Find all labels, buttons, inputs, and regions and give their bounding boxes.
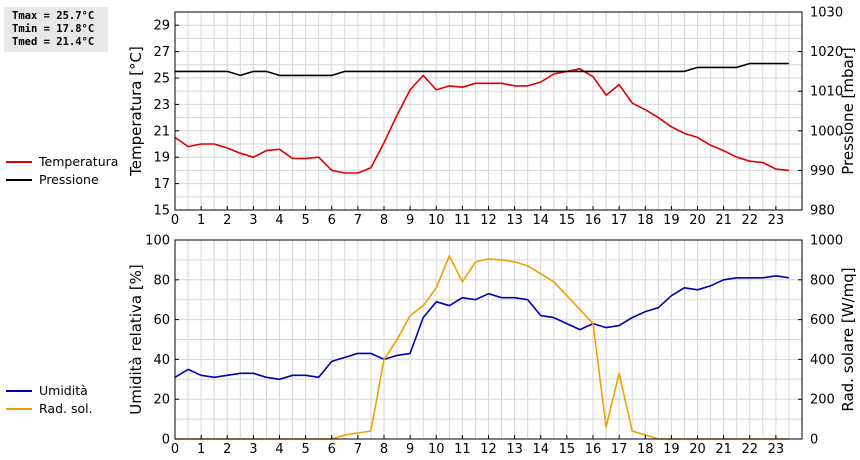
y2-tick-label: 1010 bbox=[810, 85, 843, 100]
y-tick-label: 40 bbox=[153, 353, 170, 368]
x-tick-label: 17 bbox=[611, 213, 628, 228]
y-tick-label: 27 bbox=[153, 45, 170, 60]
ticks: 0 1 2 3 4 5 6 7 8 9 10 11 12 13 14 15 16 17 18 19 20 21 22 2315… bbox=[153, 6, 843, 229]
y2-tick-label: 600 bbox=[810, 313, 835, 328]
y-tick-label: 25 bbox=[153, 72, 170, 87]
x-tick-label: 12 bbox=[480, 442, 497, 457]
x-tick-label: 6 bbox=[328, 213, 336, 228]
y2-axis-label: Rad. solare [W/mq] bbox=[839, 267, 857, 411]
y-tick-label: 21 bbox=[153, 124, 170, 139]
y-tick-label: 0 bbox=[162, 433, 170, 448]
y2-tick-label: 990 bbox=[810, 164, 835, 179]
x-tick-label: 4 bbox=[275, 442, 283, 457]
grid bbox=[175, 12, 802, 210]
x-tick-label: 18 bbox=[637, 442, 654, 457]
x-tick-label: 13 bbox=[506, 442, 523, 457]
x-tick-label: 15 bbox=[559, 442, 576, 457]
y-tick-label: 23 bbox=[153, 98, 170, 113]
x-tick-label: 4 bbox=[275, 213, 283, 228]
x-tick-label: 14 bbox=[532, 213, 549, 228]
x-tick-label: 10 bbox=[428, 442, 445, 457]
x-tick-label: 12 bbox=[480, 213, 497, 228]
y2-tick-label: 0 bbox=[810, 433, 818, 448]
y2-tick-label: 1000 bbox=[810, 234, 843, 249]
tmax-label: Tmax = 25.7°C bbox=[12, 10, 95, 22]
y-tick-label: 80 bbox=[153, 273, 170, 288]
x-tick-label: 23 bbox=[768, 213, 785, 228]
x-tick-label: 21 bbox=[715, 213, 732, 228]
x-tick-label: 8 bbox=[380, 442, 388, 457]
x-tick-label: 15 bbox=[559, 213, 576, 228]
legend-label-rad-sol: Rad. sol. bbox=[39, 401, 93, 416]
legend-label-umidita: Umidità bbox=[39, 383, 88, 398]
y-tick-label: 15 bbox=[153, 204, 170, 219]
x-tick-label: 20 bbox=[689, 213, 706, 228]
x-tick-label: 7 bbox=[354, 213, 362, 228]
series-line-temperatura bbox=[174, 68, 789, 174]
temperature-pressure-chart: 0 1 2 3 4 5 6 7 8 9 10 11 12 13 14 15 16 17 18 19 20 21 22 2315… bbox=[6, 6, 857, 229]
y2-tick-label: 1020 bbox=[810, 45, 843, 60]
y-tick-label: 29 bbox=[153, 19, 170, 34]
y2-tick-label: 800 bbox=[810, 273, 835, 288]
y2-axis-label: Pressione [mbar] bbox=[839, 47, 857, 175]
x-tick-label: 19 bbox=[663, 213, 680, 228]
y-axis-label: Umidità relativa [%] bbox=[127, 264, 145, 415]
legend-label-temperatura: Temperatura bbox=[38, 154, 118, 169]
tmin-label: Tmin = 17.8°C bbox=[12, 23, 95, 35]
x-tick-label: 16 bbox=[585, 442, 602, 457]
x-tick-label: 10 bbox=[428, 213, 445, 228]
y2-tick-label: 200 bbox=[810, 393, 835, 408]
x-tick-label: 3 bbox=[249, 213, 257, 228]
y-tick-label: 100 bbox=[145, 234, 170, 249]
y2-tick-label: 400 bbox=[810, 353, 835, 368]
x-tick-label: 7 bbox=[354, 442, 362, 457]
x-tick-label: 1 bbox=[197, 213, 205, 228]
humidity-radiation-chart: 0 1 2 3 4 5 6 7 8 9 10 11 12 13 14 15 16 17 18 19 20 21 22 2302… bbox=[6, 234, 857, 458]
x-tick-label: 2 bbox=[223, 442, 231, 457]
y2-tick-label: 980 bbox=[810, 204, 835, 219]
x-tick-label: 9 bbox=[406, 442, 414, 457]
x-tick-label: 5 bbox=[301, 213, 309, 228]
grid bbox=[175, 240, 802, 439]
y-tick-label: 60 bbox=[153, 313, 170, 328]
x-tick-label: 22 bbox=[741, 442, 758, 457]
x-tick-label: 3 bbox=[249, 442, 257, 457]
tmed-label: Tmed = 21.4°C bbox=[12, 36, 95, 48]
x-tick-label: 5 bbox=[301, 442, 309, 457]
series-line-umidit bbox=[174, 274, 790, 381]
x-tick-label: 0 bbox=[171, 213, 179, 228]
x-tick-label: 19 bbox=[663, 442, 680, 457]
x-tick-label: 20 bbox=[689, 442, 706, 457]
series-group bbox=[174, 62, 789, 174]
ticks: 0 1 2 3 4 5 6 7 8 9 10 11 12 13 14 15 16 17 18 19 20 21 22 2302… bbox=[145, 234, 843, 458]
x-tick-label: 17 bbox=[611, 442, 628, 457]
series-line-pressione bbox=[175, 62, 789, 77]
x-tick-label: 0 bbox=[171, 442, 179, 457]
y-tick-label: 17 bbox=[153, 177, 170, 192]
x-tick-label: 23 bbox=[768, 442, 785, 457]
legend-label-pressione: Pressione bbox=[39, 172, 99, 187]
x-tick-label: 18 bbox=[637, 213, 654, 228]
x-tick-label: 14 bbox=[532, 442, 549, 457]
x-tick-label: 13 bbox=[506, 213, 523, 228]
legend: Temperatura Pressione bbox=[6, 154, 118, 187]
y2-tick-label: 1030 bbox=[810, 6, 843, 21]
x-tick-label: 2 bbox=[223, 213, 231, 228]
x-tick-label: 9 bbox=[406, 213, 414, 228]
y-tick-label: 20 bbox=[153, 393, 170, 408]
x-tick-label: 11 bbox=[454, 213, 471, 228]
y-axis-label: Temperatura [°C] bbox=[127, 46, 145, 177]
y-tick-label: 19 bbox=[153, 151, 170, 166]
x-tick-label: 21 bbox=[715, 442, 732, 457]
x-tick-label: 6 bbox=[328, 442, 336, 457]
x-tick-label: 22 bbox=[741, 213, 758, 228]
stats-box: Tmax = 25.7°C Tmin = 17.8°C Tmed = 21.4°… bbox=[4, 7, 108, 52]
legend: Umidità Rad. sol. bbox=[6, 383, 93, 416]
x-tick-label: 16 bbox=[585, 213, 602, 228]
x-tick-label: 1 bbox=[197, 442, 205, 457]
y2-tick-label: 1000 bbox=[810, 124, 843, 139]
x-tick-label: 11 bbox=[454, 442, 471, 457]
x-tick-label: 8 bbox=[380, 213, 388, 228]
